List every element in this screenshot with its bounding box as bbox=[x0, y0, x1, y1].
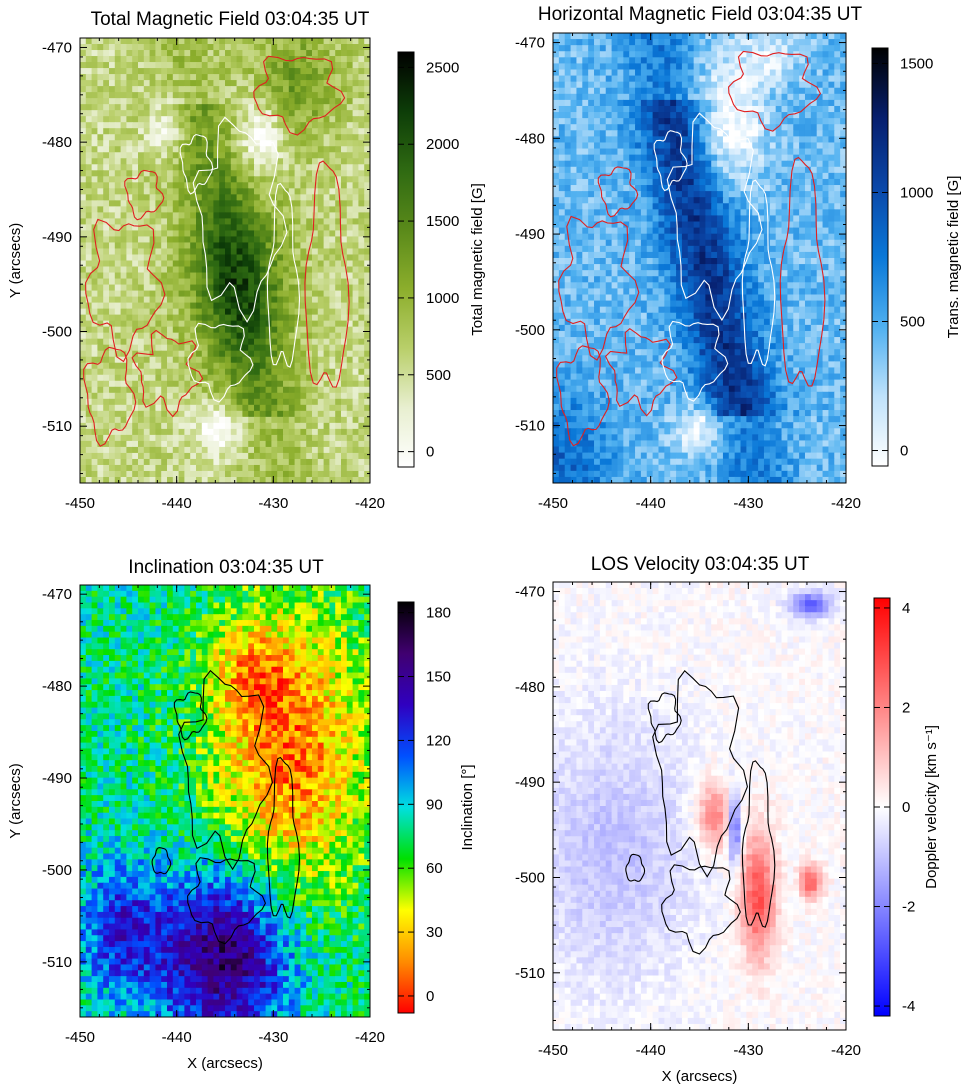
y-tick-label: -490 bbox=[42, 770, 72, 787]
x-tick-label: -420 bbox=[831, 495, 861, 512]
colorbar-tick-label: 1000 bbox=[900, 184, 933, 201]
panel-title: Inclination 03:04:35 UT bbox=[128, 557, 324, 578]
y-tick-label: -510 bbox=[42, 954, 72, 971]
x-tick-label: -450 bbox=[65, 495, 95, 512]
colorbar-tick-label: 30 bbox=[426, 924, 443, 941]
y-tick-label: -500 bbox=[515, 322, 545, 339]
panel-title: Total Magnetic Field 03:04:35 UT bbox=[91, 9, 370, 30]
heatmap-image bbox=[80, 38, 370, 483]
colorbar-tick-label: 2500 bbox=[426, 59, 459, 76]
y-axis-label: Y (arcsecs) bbox=[7, 763, 24, 839]
x-tick-label: -430 bbox=[733, 495, 763, 512]
colorbar-tick-label: 0 bbox=[900, 443, 908, 460]
x-tick-label: -450 bbox=[538, 495, 568, 512]
colorbar-tick-label: 500 bbox=[900, 314, 925, 331]
y-tick-label: -480 bbox=[42, 678, 72, 695]
y-tick-label: -490 bbox=[515, 774, 545, 791]
y-tick-label: -510 bbox=[515, 965, 545, 982]
colorbar-frame bbox=[397, 601, 415, 1014]
heatmap-image bbox=[553, 33, 846, 483]
x-tick-label: -440 bbox=[162, 1029, 192, 1046]
x-axis-label: X (arcsecs) bbox=[187, 1055, 263, 1072]
x-tick-label: -450 bbox=[538, 1042, 568, 1059]
x-tick-label: -440 bbox=[162, 495, 192, 512]
colorbar-tick-label: 60 bbox=[426, 860, 443, 877]
x-tick-label: -440 bbox=[636, 1042, 666, 1059]
x-axis-label: X (arcsecs) bbox=[662, 1068, 738, 1085]
colorbar-frame bbox=[871, 47, 889, 467]
colorbar bbox=[874, 598, 890, 1016]
colorbar-tick-label: -4 bbox=[902, 998, 915, 1015]
colorbar-tick-label: 1500 bbox=[900, 55, 933, 72]
heatmap-image bbox=[553, 582, 846, 1030]
x-tick-label: -450 bbox=[65, 1029, 95, 1046]
colorbar-label: Doppler velocity [km s⁻¹] bbox=[923, 725, 940, 889]
y-tick-label: -480 bbox=[42, 134, 72, 151]
x-tick-label: -440 bbox=[636, 495, 666, 512]
colorbar-tick-label: 2000 bbox=[426, 136, 459, 153]
colorbar bbox=[398, 52, 414, 467]
heatmap-image bbox=[80, 585, 370, 1017]
colorbar-tick-label: 4 bbox=[902, 600, 910, 617]
plot-frame bbox=[552, 32, 847, 484]
contour-overlay bbox=[151, 669, 301, 945]
y-tick-label: -500 bbox=[42, 862, 72, 879]
panel-total-field: -450 -440 -430 -420 -470 -480 -490 -500 -510 Tota… bbox=[7, 9, 486, 512]
contour-overlay bbox=[625, 669, 776, 955]
colorbar-tick-label: 2 bbox=[902, 699, 910, 716]
y-tick-label: -490 bbox=[42, 229, 72, 246]
colorbar-tick-label: 150 bbox=[426, 669, 451, 686]
panel-title: LOS Velocity 03:04:35 UT bbox=[591, 554, 810, 575]
y-tick-label: -470 bbox=[515, 35, 545, 52]
colorbar-tick-label: 0 bbox=[426, 988, 434, 1005]
colorbar bbox=[398, 602, 414, 1013]
y-tick-label: -500 bbox=[515, 869, 545, 886]
colorbar-label: Trans. magnetic field [G] bbox=[945, 176, 962, 339]
colorbar-tick-label: 90 bbox=[426, 796, 443, 813]
x-tick-label: -430 bbox=[258, 495, 288, 512]
panel-los-velocity: -450 -440 -430 -420-470-480-490-500-510LOS … bbox=[515, 554, 940, 1085]
x-tick-label: -420 bbox=[355, 495, 385, 512]
y-tick-label: -480 bbox=[515, 130, 545, 147]
x-tick-label: -430 bbox=[258, 1029, 288, 1046]
colorbar-frame bbox=[397, 51, 415, 468]
y-tick-label: -470 bbox=[515, 584, 545, 601]
y-tick-label: -480 bbox=[515, 679, 545, 696]
x-tick-label: -430 bbox=[733, 1042, 763, 1059]
y-tick-label: -500 bbox=[42, 324, 72, 341]
colorbar-tick-label: 0 bbox=[902, 799, 910, 816]
colorbar-tick-label: 1000 bbox=[426, 290, 459, 307]
y-tick-label: -470 bbox=[42, 586, 72, 603]
plot-frame bbox=[79, 584, 371, 1018]
y-tick-label: -510 bbox=[42, 418, 72, 435]
panel-horizontal-field: -450 -440 -430 -420 -470 -480 -490 -500 -510 Hori… bbox=[515, 4, 962, 512]
colorbar-label: Total magnetic field [G] bbox=[469, 183, 486, 336]
colorbar bbox=[872, 48, 888, 466]
contour-overlay bbox=[83, 55, 350, 447]
y-axis-label: Y (arcsecs) bbox=[7, 223, 24, 299]
colorbar-label: Inclination [°] bbox=[459, 764, 476, 850]
contour-overlay bbox=[556, 50, 826, 447]
panel-title: Horizontal Magnetic Field 03:04:35 UT bbox=[538, 4, 863, 25]
colorbar-tick-label: 0 bbox=[426, 444, 434, 461]
colorbar-tick-label: 500 bbox=[426, 367, 451, 384]
colorbar-tick-label: 120 bbox=[426, 732, 451, 749]
y-tick-label: -470 bbox=[42, 39, 72, 56]
colorbar-tick-label: -2 bbox=[902, 899, 915, 916]
colorbar-tick-label: 180 bbox=[426, 605, 451, 622]
x-tick-label: -420 bbox=[355, 1029, 385, 1046]
y-tick-label: -510 bbox=[515, 418, 545, 435]
y-tick-label: -490 bbox=[515, 226, 545, 243]
colorbar-tick-label: 1500 bbox=[426, 213, 459, 230]
x-tick-label: -420 bbox=[831, 1042, 861, 1059]
plot-frame bbox=[79, 37, 371, 484]
plot-frame bbox=[552, 581, 847, 1031]
panel-inclination: -450 -440 -430 -420 -470 -480 -490 -500 -510 Incl… bbox=[7, 557, 476, 1072]
